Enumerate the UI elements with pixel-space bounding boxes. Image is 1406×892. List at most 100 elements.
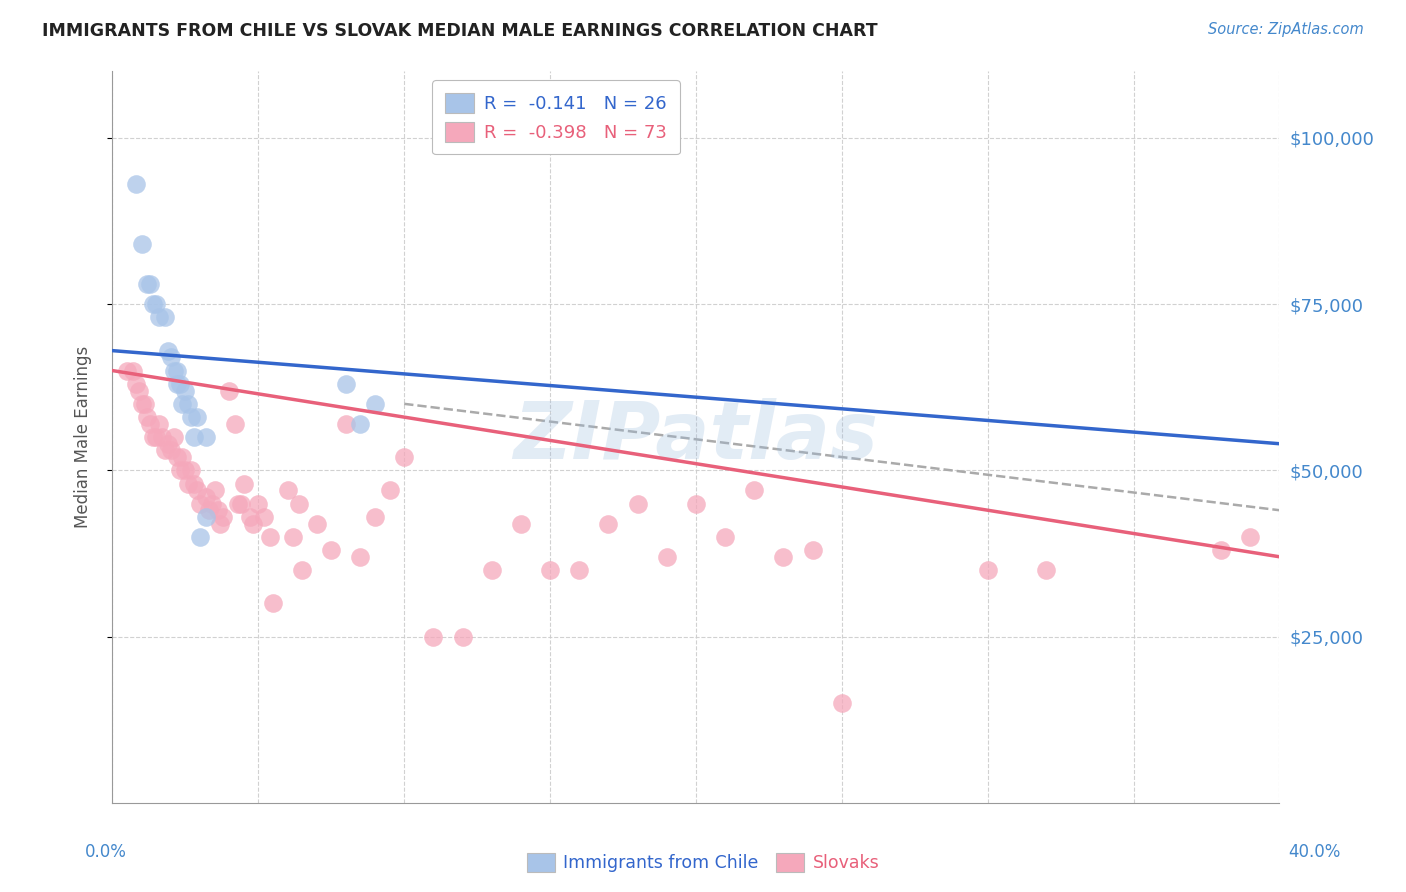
Point	[321, 543, 343, 558]
Point	[186, 410, 208, 425]
Point	[364, 509, 387, 524]
Point	[335, 376, 357, 391]
Point	[169, 376, 191, 391]
Legend: R =  -0.141   N = 26, R =  -0.398   N = 73: R = -0.141 N = 26, R = -0.398 N = 73	[432, 80, 681, 154]
Point	[197, 503, 219, 517]
Point	[136, 277, 159, 292]
Point	[131, 237, 153, 252]
Point	[685, 497, 707, 511]
Point	[153, 310, 176, 325]
Point	[131, 397, 153, 411]
Point	[1239, 530, 1261, 544]
Point	[349, 549, 371, 564]
Point	[115, 363, 138, 377]
Point	[163, 430, 186, 444]
Text: 40.0%: 40.0%	[1288, 843, 1341, 861]
Point	[276, 483, 298, 498]
Point	[172, 450, 194, 464]
Point	[224, 417, 246, 431]
Point	[212, 509, 235, 524]
Point	[259, 530, 281, 544]
Point	[291, 563, 314, 577]
Point	[160, 443, 183, 458]
Point	[186, 483, 208, 498]
Point	[538, 563, 561, 577]
Point	[177, 476, 200, 491]
Point	[194, 509, 217, 524]
Point	[156, 343, 179, 358]
Point	[145, 297, 167, 311]
Point	[180, 463, 202, 477]
Point	[481, 563, 503, 577]
Point	[201, 497, 224, 511]
Point	[247, 497, 270, 511]
Point	[150, 430, 173, 444]
Point	[122, 363, 145, 377]
Point	[288, 497, 311, 511]
Text: Source: ZipAtlas.com: Source: ZipAtlas.com	[1208, 22, 1364, 37]
Point	[188, 497, 211, 511]
Point	[714, 530, 737, 544]
Point	[139, 417, 162, 431]
Point	[305, 516, 328, 531]
Point	[349, 417, 371, 431]
Point	[242, 516, 264, 531]
Point	[451, 630, 474, 644]
Point	[128, 384, 150, 398]
Point	[125, 376, 148, 391]
Point	[209, 516, 232, 531]
Point	[148, 310, 170, 325]
Point	[655, 549, 678, 564]
Point	[194, 430, 217, 444]
Point	[1209, 543, 1232, 558]
Point	[742, 483, 765, 498]
Point	[283, 530, 305, 544]
Point	[262, 596, 284, 610]
Point	[174, 463, 197, 477]
Point	[831, 696, 853, 710]
Point	[194, 490, 217, 504]
Point	[239, 509, 262, 524]
Point	[509, 516, 531, 531]
Point	[163, 363, 186, 377]
Point	[183, 476, 205, 491]
Point	[139, 277, 162, 292]
Point	[145, 430, 167, 444]
Point	[166, 376, 188, 391]
Point	[568, 563, 591, 577]
Point	[160, 351, 183, 365]
Point	[335, 417, 357, 431]
Point	[229, 497, 252, 511]
Point	[598, 516, 620, 531]
Point	[177, 397, 200, 411]
Point	[183, 430, 205, 444]
Point	[125, 178, 148, 192]
Point	[136, 410, 159, 425]
Point	[364, 397, 387, 411]
Point	[772, 549, 794, 564]
Point	[156, 436, 179, 450]
Point	[1035, 563, 1057, 577]
Point	[204, 483, 226, 498]
Point	[378, 483, 401, 498]
Point	[218, 384, 240, 398]
Point	[226, 497, 249, 511]
Point	[188, 530, 211, 544]
Point	[976, 563, 998, 577]
Point	[166, 450, 188, 464]
Y-axis label: Median Male Earnings: Median Male Earnings	[73, 346, 91, 528]
Point	[253, 509, 276, 524]
Point	[422, 630, 444, 644]
Point	[142, 430, 165, 444]
Point	[134, 397, 156, 411]
Point	[207, 503, 229, 517]
Point	[394, 450, 416, 464]
Point	[174, 384, 197, 398]
Text: ZIPatlas: ZIPatlas	[513, 398, 879, 476]
Point	[627, 497, 650, 511]
Point	[801, 543, 824, 558]
Point	[232, 476, 254, 491]
Point	[142, 297, 165, 311]
Text: 0.0%: 0.0%	[84, 843, 127, 861]
Point	[172, 397, 194, 411]
